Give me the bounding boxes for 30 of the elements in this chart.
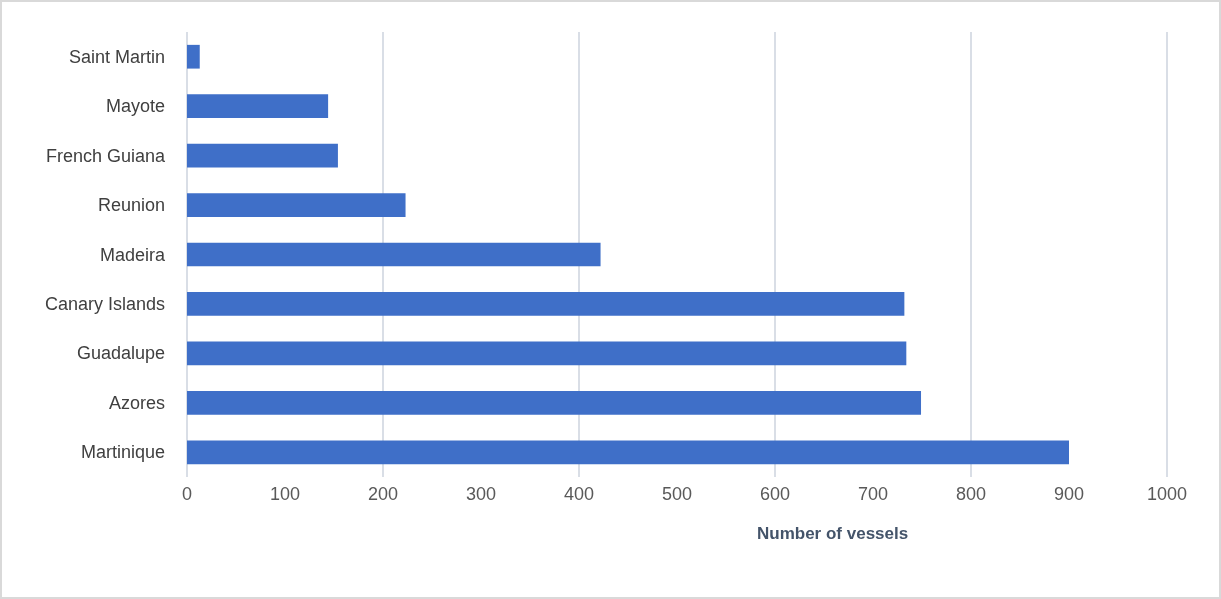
x-tick-label: 1000 <box>1146 484 1188 504</box>
x-tick-label: 200 <box>367 484 399 504</box>
x-tick-label: 0 <box>181 484 193 504</box>
y-tick-label: Martinique <box>80 442 165 463</box>
bar <box>187 440 1069 465</box>
y-tick-label: Canary Islands <box>44 293 165 314</box>
bar <box>187 390 922 415</box>
x-tick-label: 300 <box>465 484 497 504</box>
x-axis-title: Number of vessels <box>757 524 909 543</box>
bar <box>187 193 406 217</box>
x-tick-label: 500 <box>661 484 693 504</box>
bar <box>187 242 601 267</box>
y-tick-label: Mayote <box>105 96 165 117</box>
y-tick-label: French Guiana <box>45 145 166 166</box>
y-tick-label: Madeira <box>99 244 166 265</box>
bar <box>187 341 907 366</box>
bar <box>187 143 338 168</box>
x-tick-label: 100 <box>269 484 301 504</box>
x-tick-label: 900 <box>1053 484 1085 504</box>
y-tick-label: Guadalupe <box>76 343 165 364</box>
y-tick-label: Saint Martin <box>68 46 165 67</box>
bar <box>187 292 905 316</box>
y-tick-label: Reunion <box>97 195 165 216</box>
x-tick-label: 400 <box>563 484 595 504</box>
y-tick-label: Azores <box>108 392 165 413</box>
bar <box>187 44 200 69</box>
x-tick-label: 800 <box>955 484 987 504</box>
x-tick-label: 600 <box>759 484 791 504</box>
bar <box>187 94 329 119</box>
x-tick-label: 700 <box>857 484 889 504</box>
